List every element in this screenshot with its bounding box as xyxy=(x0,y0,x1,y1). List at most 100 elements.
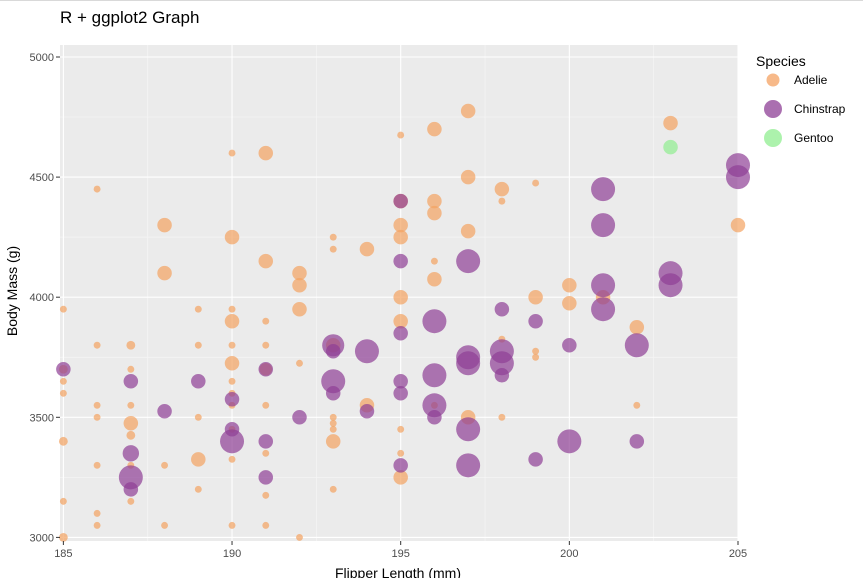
point-chinstrap xyxy=(422,309,447,334)
point-adelie xyxy=(262,521,270,529)
point-chinstrap xyxy=(489,351,514,376)
legend: Species Adelie Chinstrap Gentoo xyxy=(756,53,846,147)
point-adelie xyxy=(292,277,307,293)
x-axis-title: Flipper Length (mm) xyxy=(335,565,461,578)
y-tick-label: 4500 xyxy=(30,172,54,184)
point-adelie xyxy=(397,425,405,433)
point-chinstrap xyxy=(456,453,481,478)
point-adelie xyxy=(393,313,408,329)
point-adelie xyxy=(393,217,408,233)
point-adelie xyxy=(127,365,135,373)
point-adelie xyxy=(296,533,303,541)
point-chinstrap xyxy=(123,482,139,497)
legend-label-adelie: Adelie xyxy=(794,73,828,87)
point-chinstrap xyxy=(494,368,510,383)
point-adelie xyxy=(194,485,202,493)
point-adelie xyxy=(292,265,307,281)
point-adelie xyxy=(161,521,169,529)
point-adelie xyxy=(296,359,303,367)
point-chinstrap xyxy=(56,362,71,377)
point-adelie xyxy=(262,341,270,349)
point-chinstrap xyxy=(591,273,616,298)
legend-title: Species xyxy=(756,53,806,69)
point-adelie xyxy=(126,340,136,350)
point-chinstrap xyxy=(562,337,577,353)
axis-ticks xyxy=(56,56,739,545)
point-adelie xyxy=(329,413,337,421)
point-adelie xyxy=(93,461,101,469)
point-adelie xyxy=(59,377,67,385)
point-adelie xyxy=(262,449,270,457)
point-adelie xyxy=(127,497,135,505)
point-chinstrap xyxy=(624,333,649,358)
x-tick-label: 190 xyxy=(223,548,241,560)
point-adelie xyxy=(123,416,139,431)
point-adelie xyxy=(93,401,101,409)
point-chinstrap xyxy=(191,374,206,389)
point-adelie xyxy=(427,193,442,209)
point-adelie xyxy=(460,169,476,185)
point-chinstrap xyxy=(325,343,341,359)
point-adelie xyxy=(393,289,408,305)
legend-key-gentoo xyxy=(764,129,782,147)
point-chinstrap xyxy=(629,434,645,449)
x-tick-label: 195 xyxy=(392,548,410,560)
point-adelie xyxy=(58,532,68,542)
top-border xyxy=(0,0,863,1)
point-adelie xyxy=(59,497,67,505)
point-adelie xyxy=(228,149,236,157)
point-chinstrap xyxy=(157,404,172,419)
point-adelie xyxy=(532,353,540,361)
point-adelie xyxy=(258,253,274,269)
point-chinstrap xyxy=(456,351,481,376)
point-chinstrap xyxy=(427,410,442,425)
point-chinstrap xyxy=(292,410,307,425)
point-adelie xyxy=(633,401,641,409)
point-adelie xyxy=(194,341,202,349)
y-tick-label: 5000 xyxy=(30,52,54,64)
point-adelie xyxy=(228,377,236,385)
point-adelie xyxy=(194,305,202,313)
point-chinstrap xyxy=(456,417,481,442)
point-chinstrap xyxy=(494,301,510,317)
point-adelie xyxy=(292,301,307,317)
point-chinstrap xyxy=(220,429,245,454)
point-adelie xyxy=(427,271,442,287)
point-adelie xyxy=(629,319,645,335)
point-chinstrap xyxy=(528,313,543,329)
point-adelie xyxy=(329,233,337,241)
point-chinstrap xyxy=(393,325,408,341)
point-adelie xyxy=(262,317,270,325)
chart-title: R + ggplot2 Graph xyxy=(60,8,199,27)
point-adelie xyxy=(93,509,101,517)
point-adelie xyxy=(262,491,270,499)
point-adelie xyxy=(59,389,67,397)
point-chinstrap xyxy=(258,434,274,449)
point-adelie xyxy=(498,197,506,205)
point-chinstrap xyxy=(224,392,240,407)
point-adelie xyxy=(258,145,274,161)
point-adelie xyxy=(397,449,405,457)
point-adelie xyxy=(325,434,341,449)
point-chinstrap xyxy=(393,374,408,389)
point-adelie xyxy=(494,181,510,197)
point-chinstrap xyxy=(726,165,750,190)
point-adelie xyxy=(93,341,101,349)
point-gentoo xyxy=(663,139,678,155)
point-adelie xyxy=(562,277,577,293)
point-chinstrap xyxy=(591,177,616,202)
point-chinstrap xyxy=(393,386,408,401)
point-adelie xyxy=(663,115,678,131)
point-chinstrap xyxy=(393,458,408,473)
y-tick-label: 3000 xyxy=(30,532,54,544)
point-adelie xyxy=(59,305,67,313)
point-adelie xyxy=(430,257,438,265)
point-chinstrap xyxy=(354,339,379,364)
point-adelie xyxy=(397,131,405,139)
point-chinstrap xyxy=(258,362,274,377)
point-adelie xyxy=(427,121,442,137)
point-adelie xyxy=(228,341,236,349)
point-chinstrap xyxy=(359,404,375,419)
point-adelie xyxy=(161,461,169,469)
